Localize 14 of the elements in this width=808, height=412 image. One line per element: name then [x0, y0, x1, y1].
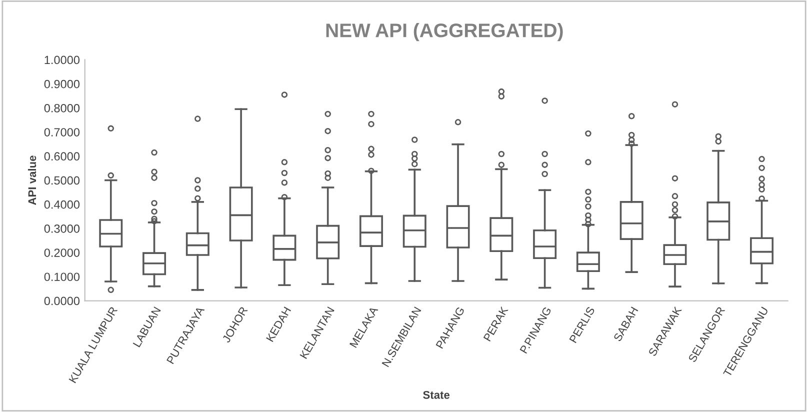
y-tick-label: 0.7000 [44, 128, 80, 136]
y-tick-label: 0.4000 [44, 200, 80, 209]
y-tick-label: 0.1000 [44, 272, 80, 282]
y-tick-label: 0.5000 [44, 176, 80, 185]
y-axis-title: API value [28, 156, 36, 205]
y-tick-label: 0.3000 [44, 224, 80, 233]
y-tick-label: 0.8000 [44, 104, 80, 112]
y-tick-label: 0.9000 [44, 80, 80, 88]
y-tick-label: 0.6000 [44, 152, 80, 161]
x-axis-title: State [423, 390, 450, 399]
y-tick-label: 1.0000 [44, 56, 80, 64]
y-tick-label: 0.2000 [44, 248, 80, 257]
chart-title: NEW API (AGGREGATED) [326, 22, 563, 42]
y-tick-label: 0.0000 [44, 296, 80, 306]
